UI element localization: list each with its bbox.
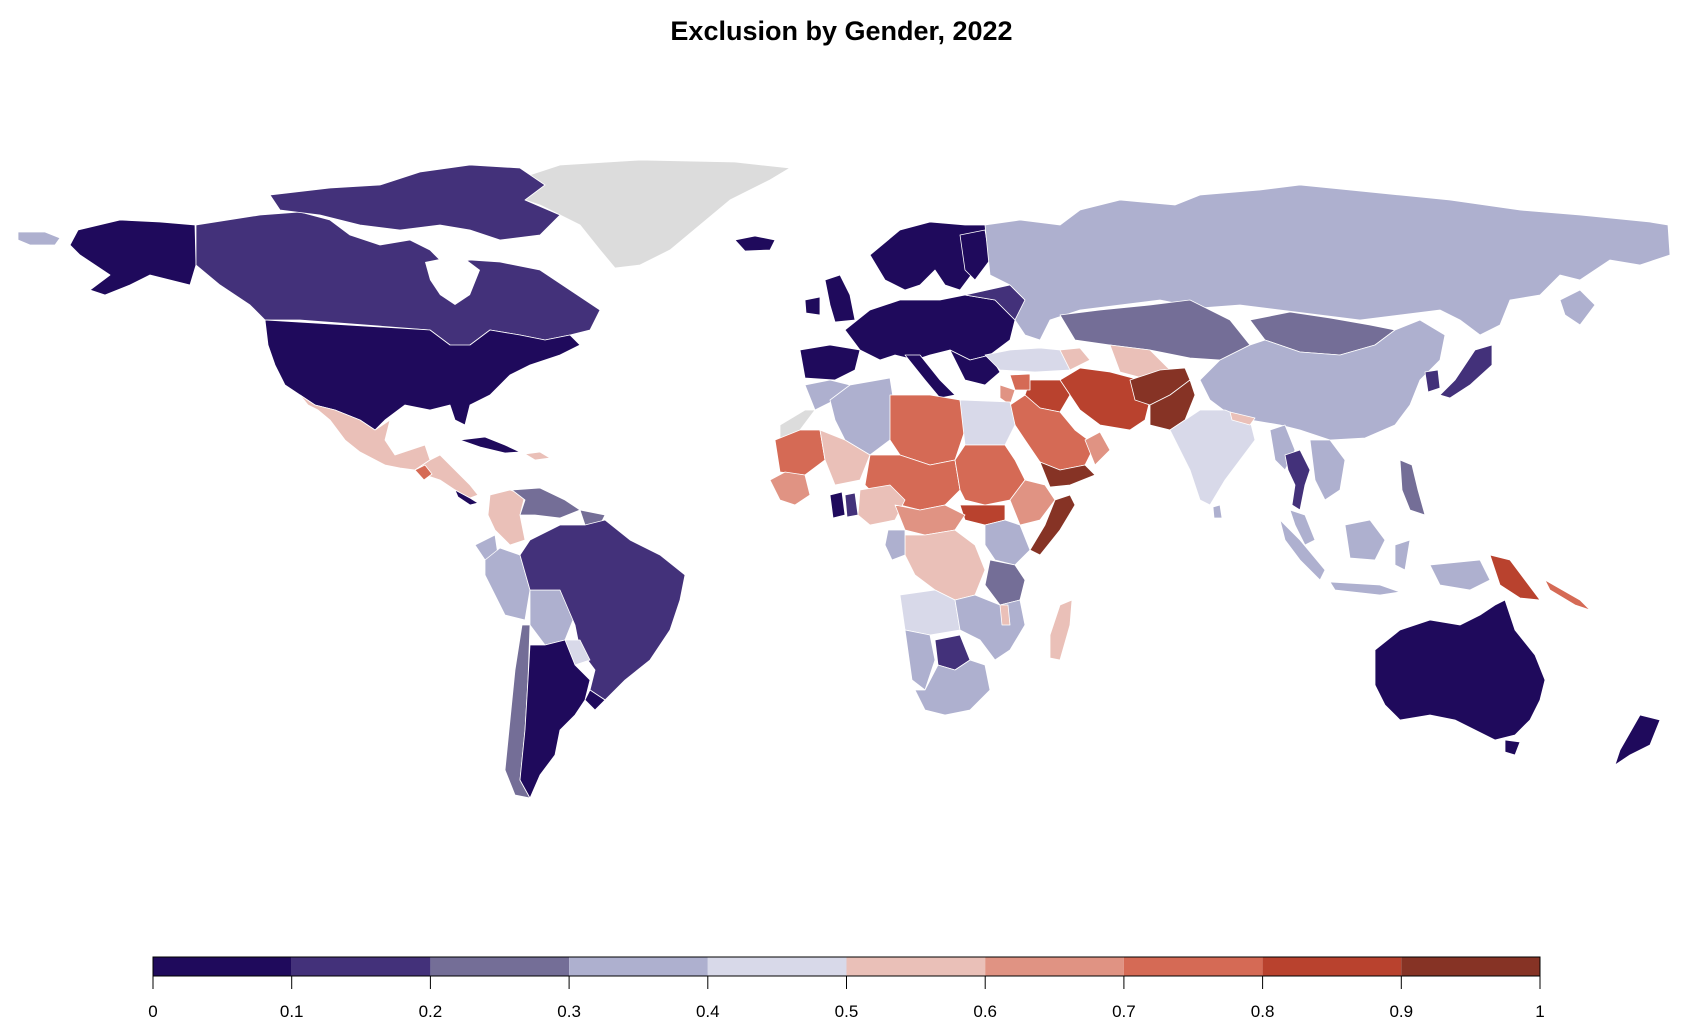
legend-tick-label: 0.9 bbox=[1389, 1002, 1414, 1021]
legend-swatch bbox=[430, 957, 570, 976]
legend-swatch bbox=[291, 957, 431, 976]
legend-tick-label: 0.8 bbox=[1250, 1002, 1275, 1021]
region-thailand bbox=[1284, 449, 1311, 511]
region-cuba bbox=[459, 436, 521, 454]
region-libya bbox=[889, 394, 966, 466]
region-papua-new-guinea bbox=[1489, 554, 1541, 601]
region-panama bbox=[454, 489, 479, 506]
region-mali bbox=[819, 429, 871, 486]
region-gabon bbox=[884, 529, 906, 561]
region-australia bbox=[1374, 599, 1546, 741]
legend-tick-label: 0.4 bbox=[695, 1002, 720, 1021]
legend-swatch bbox=[707, 957, 847, 976]
region-indonesia-java bbox=[1329, 581, 1401, 596]
region-peru bbox=[484, 547, 531, 621]
legend-swatch bbox=[1123, 957, 1263, 976]
legend-swatch bbox=[985, 957, 1124, 976]
region-guatemala bbox=[414, 464, 433, 481]
legend-tick-label: 0 bbox=[148, 1002, 158, 1021]
region-sulawesi bbox=[1394, 539, 1411, 571]
region-brazil bbox=[519, 519, 686, 701]
region-western-europe bbox=[844, 294, 1016, 361]
region-india bbox=[1169, 409, 1256, 506]
region-caucasus bbox=[1059, 347, 1091, 371]
legend-swatch bbox=[569, 957, 708, 976]
region-madagascar bbox=[1049, 599, 1073, 661]
legend-tick-label: 0.5 bbox=[834, 1002, 859, 1021]
region-japan bbox=[1439, 344, 1493, 399]
legend-swatch bbox=[153, 957, 292, 976]
region-mauritania bbox=[774, 429, 826, 476]
region-sudan bbox=[954, 444, 1026, 506]
region-syria bbox=[1009, 373, 1031, 391]
legend-tick-label: 0.2 bbox=[418, 1002, 443, 1021]
legend-tick-label: 0.7 bbox=[1112, 1002, 1136, 1021]
region-south-africa bbox=[914, 659, 991, 716]
region-pakistan bbox=[1149, 379, 1196, 431]
region-finland bbox=[959, 229, 991, 281]
region-ghana bbox=[829, 491, 846, 519]
region-aleutians bbox=[17, 231, 61, 246]
region-uk bbox=[824, 274, 856, 323]
region-congo bbox=[904, 529, 986, 601]
region-somalia bbox=[1029, 494, 1076, 556]
region-scandinavia bbox=[869, 221, 991, 291]
region-iceland bbox=[734, 235, 776, 252]
region-yemen bbox=[1039, 461, 1096, 488]
region-russia bbox=[984, 184, 1671, 341]
region-hispaniola bbox=[524, 451, 551, 461]
region-new-zealand bbox=[1614, 714, 1661, 766]
region-iran bbox=[1059, 367, 1151, 431]
legend-swatch bbox=[1262, 957, 1402, 976]
region-solomon bbox=[1544, 579, 1591, 611]
region-alaska bbox=[69, 219, 197, 296]
map-title: Exclusion by Gender, 2022 bbox=[670, 16, 1013, 46]
region-togo-benin bbox=[844, 492, 859, 518]
legend-swatch bbox=[1401, 957, 1540, 976]
region-central-america bbox=[414, 454, 479, 499]
region-saudi-arabia bbox=[1009, 394, 1096, 471]
region-namibia bbox=[904, 629, 936, 691]
region-venezuela bbox=[511, 487, 581, 519]
region-gulf-states bbox=[1084, 431, 1111, 466]
region-nigeria bbox=[857, 484, 906, 526]
region-balkans bbox=[949, 349, 1001, 386]
region-korea bbox=[1424, 369, 1441, 393]
region-iberia bbox=[799, 344, 861, 381]
region-malay bbox=[1289, 509, 1316, 546]
region-nepal bbox=[1229, 411, 1256, 426]
legend-tick-label: 0.1 bbox=[279, 1002, 304, 1021]
color-legend bbox=[152, 956, 1541, 989]
legend-swatch bbox=[846, 957, 986, 976]
water-hudson-bay bbox=[425, 255, 480, 305]
region-argentina bbox=[519, 639, 591, 799]
region-tanzania bbox=[984, 559, 1026, 606]
region-indonesia-borneo bbox=[1344, 519, 1386, 561]
region-philippines bbox=[1399, 459, 1426, 516]
region-egypt bbox=[959, 399, 1016, 446]
region-canada bbox=[195, 211, 601, 356]
region-mexico bbox=[299, 394, 431, 471]
region-malawi bbox=[999, 604, 1011, 626]
region-western-sahara bbox=[779, 409, 816, 441]
region-uruguay bbox=[584, 689, 606, 711]
region-uganda-kenya bbox=[984, 519, 1031, 566]
region-indochina bbox=[1309, 439, 1346, 501]
region-ireland bbox=[804, 296, 821, 316]
region-russia-far-east bbox=[1559, 289, 1596, 326]
region-indonesia-sumatra bbox=[1279, 519, 1326, 581]
region-new-guinea bbox=[1429, 559, 1491, 591]
region-italy bbox=[904, 354, 956, 399]
region-tasmania bbox=[1504, 739, 1521, 756]
region-sri-lanka bbox=[1212, 504, 1223, 519]
legend-tick-label: 0.3 bbox=[557, 1002, 581, 1021]
region-cameroon-car bbox=[894, 504, 966, 536]
legend-tick-label: 1 bbox=[1535, 1002, 1545, 1021]
legend-tick-label: 0.6 bbox=[973, 1002, 998, 1021]
region-canada-arctic bbox=[269, 164, 561, 241]
region-west-africa-coast bbox=[769, 471, 811, 506]
